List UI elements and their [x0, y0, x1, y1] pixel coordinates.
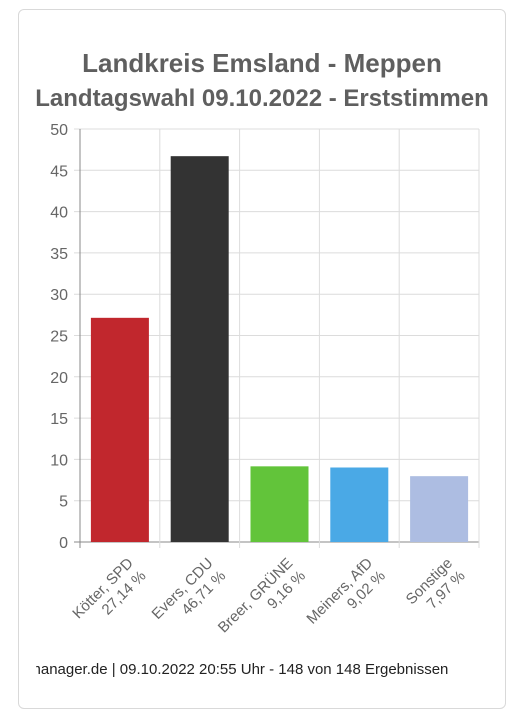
y-tick-label: 20 — [50, 370, 68, 387]
chart-subtitle: Landtagswahl 09.10.2022 - Erststimmen — [35, 85, 489, 112]
y-tick-label: 35 — [50, 246, 68, 263]
y-tick-label: 40 — [50, 205, 68, 222]
y-tick-label: 25 — [50, 329, 68, 346]
bar-1 — [170, 156, 229, 542]
y-tick-label: 50 — [50, 122, 68, 139]
bar-3 — [330, 467, 389, 542]
footer-source: votemanager.de | 09.10.2022 20:55 Uhr - … — [36, 661, 486, 678]
y-tick-label: 45 — [50, 163, 68, 180]
y-tick-label: 30 — [50, 287, 68, 304]
y-tick-label: 10 — [50, 452, 68, 469]
bar-0 — [90, 317, 149, 542]
y-tick-label: 0 — [59, 535, 68, 552]
chart-title: Landkreis Emsland - Meppen — [82, 48, 442, 78]
bar-4 — [410, 476, 469, 542]
y-tick-label: 15 — [50, 411, 68, 428]
y-tick-label: 5 — [59, 494, 68, 511]
footer-text: votemanager.de | 09.10.2022 20:55 Uhr - … — [36, 661, 449, 678]
bar-2 — [250, 466, 309, 542]
